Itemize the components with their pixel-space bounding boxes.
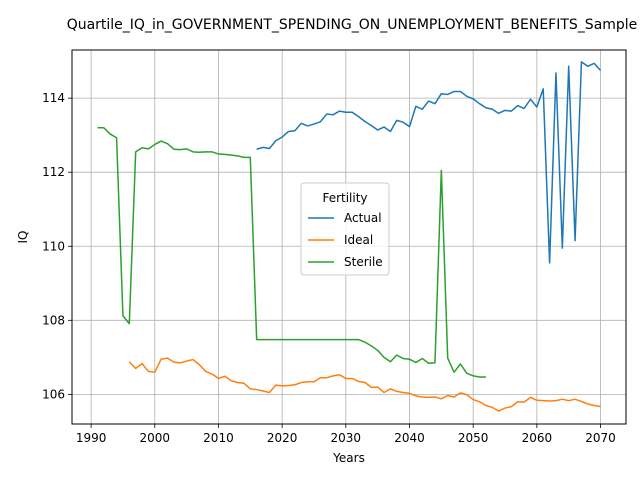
x-tick-label: 1990 <box>76 431 107 445</box>
x-tick-label: 2020 <box>267 431 298 445</box>
x-tick-label: 2040 <box>394 431 425 445</box>
y-tick-label: 110 <box>42 239 65 253</box>
y-tick-label: 108 <box>42 313 65 327</box>
x-tick-label: 2070 <box>585 431 616 445</box>
series-line-actual <box>256 61 602 264</box>
legend-label-actual: Actual <box>344 211 382 225</box>
x-tick-label: 2030 <box>331 431 362 445</box>
series-line-sterile <box>97 127 486 378</box>
legend-box <box>300 182 390 276</box>
x-tick-label: 2050 <box>458 431 489 445</box>
legend: Fertility Actual Ideal Sterile <box>300 182 390 276</box>
legend-entries: Actual Ideal Sterile <box>308 211 383 269</box>
x-tick-label: 2000 <box>140 431 171 445</box>
series-lines <box>97 61 602 412</box>
y-axis-label: IQ <box>16 231 30 244</box>
y-tick-label: 112 <box>42 165 65 179</box>
x-tick-label: 2010 <box>203 431 234 445</box>
y-tick-label: 106 <box>42 387 65 401</box>
y-tick-label: 114 <box>42 91 65 105</box>
legend-title: Fertility <box>322 191 367 205</box>
x-tick-label: 2060 <box>522 431 553 445</box>
x-axis-label: Years <box>332 451 365 465</box>
x-axis-ticks: 1990 2000 2010 2020 2030 2040 2050 2060 2070 <box>76 424 616 445</box>
plot-frame <box>71 49 627 425</box>
series-line-ideal <box>128 357 601 412</box>
y-axis-ticks: 106 108 110 112 114 <box>42 91 72 401</box>
chart-title: Quartile_IQ_in_GOVERNMENT_SPENDING_ON_UN… <box>67 17 638 33</box>
legend-label-ideal: Ideal <box>344 233 373 247</box>
grid <box>72 50 626 424</box>
legend-label-sterile: Sterile <box>344 255 383 269</box>
